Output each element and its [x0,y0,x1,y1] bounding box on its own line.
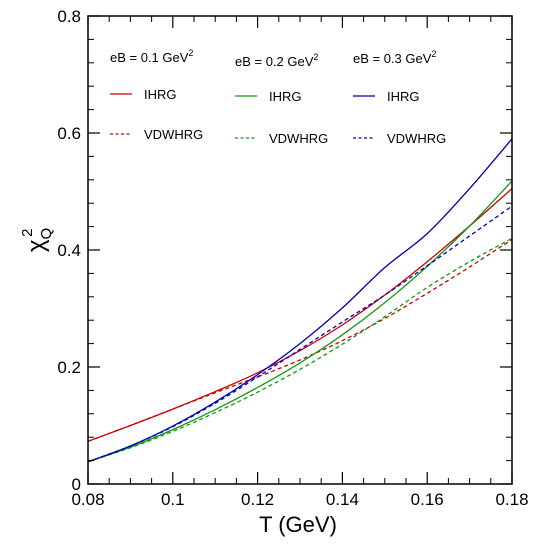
legend-label-vdwhrg: VDWHRG [387,131,446,146]
series-line-ihrg [87,188,513,442]
y-axis-title-sub: Q [38,228,55,240]
ticks-layer: 0.08 0.1 0.12 0.14 0.16 0.18 0 0.2 0.4 0.6 0.8 [57,7,528,509]
x-tick-label: 0.14 [326,490,359,509]
y-tick-label: 0.8 [57,7,81,26]
series-line-vdwhrg [87,205,513,463]
legend-header: eB = 0.1 GeV2 [110,48,193,65]
x-tick-label: 0.1 [161,490,185,509]
x-tick-label: 0.16 [411,490,444,509]
series-line-vdwhrg [87,238,513,442]
x-tick-label: 0.18 [495,490,528,509]
x-tick-label: 0.08 [71,490,104,509]
y-tick-label: 0.2 [57,358,81,377]
x-tick-label: 0.12 [241,490,274,509]
y-axis-title: χQ2 [19,228,55,252]
y-tick-label: 0.4 [57,241,81,260]
series-line-ihrg [87,138,513,463]
x-axis-title: T (GeV) [259,512,337,537]
legend-label-ihrg: IHRG [387,89,420,104]
curves-layer [87,138,513,463]
series-line-ihrg [87,180,513,463]
legend: eB = 0.1 GeV2 eB = 0.2 GeV2 eB = 0.3 GeV2 I… [110,48,446,146]
legend-label-ihrg: IHRG [269,89,302,104]
y-tick-label: 0.6 [57,124,81,143]
legend-label-vdwhrg: VDWHRG [269,131,328,146]
y-axis-title-sup: 2 [19,229,36,237]
svg-text:χQ2: χQ2 [19,228,55,252]
series-line-vdwhrg [87,237,513,463]
legend-label-ihrg: IHRG [144,87,177,102]
y-tick-label: 0 [72,475,81,494]
legend-header: eB = 0.3 GeV2 [353,49,436,66]
y-axis-title-base: χ [23,239,50,252]
legend-header: eB = 0.2 GeV2 [235,52,318,69]
legend-label-vdwhrg: VDWHRG [144,127,203,142]
